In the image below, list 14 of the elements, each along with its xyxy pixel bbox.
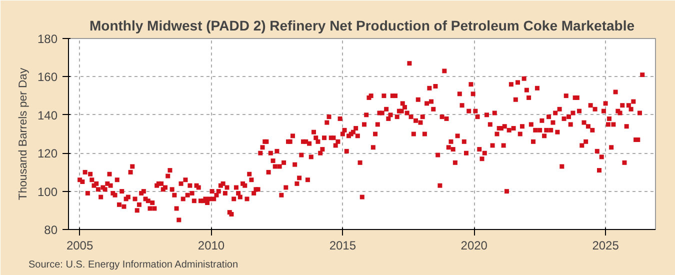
y-axis-title: Thousand Barrels per Day <box>17 68 30 200</box>
y-tick-label: 80 <box>44 223 58 237</box>
y-tick-label: 120 <box>37 146 58 161</box>
y-tick-label: 140 <box>37 108 58 122</box>
x-tick-label: 2015 <box>329 238 356 252</box>
x-tick-label: 2025 <box>592 238 620 252</box>
chart-title: Monthly Midwest (PADD 2) Refinery Net Production of Petroleum Coke Marketable <box>89 18 635 34</box>
x-tick-label: 2010 <box>198 238 225 252</box>
source-note: Source: U.S. Energy Information Administration <box>28 260 238 270</box>
y-tick-label: 100 <box>37 184 58 199</box>
y-tick-label: 160 <box>37 70 58 84</box>
y-tick-label: 180 <box>37 32 58 46</box>
x-tick-label: 2005 <box>66 238 94 252</box>
x-tick-label: 2020 <box>460 238 488 252</box>
